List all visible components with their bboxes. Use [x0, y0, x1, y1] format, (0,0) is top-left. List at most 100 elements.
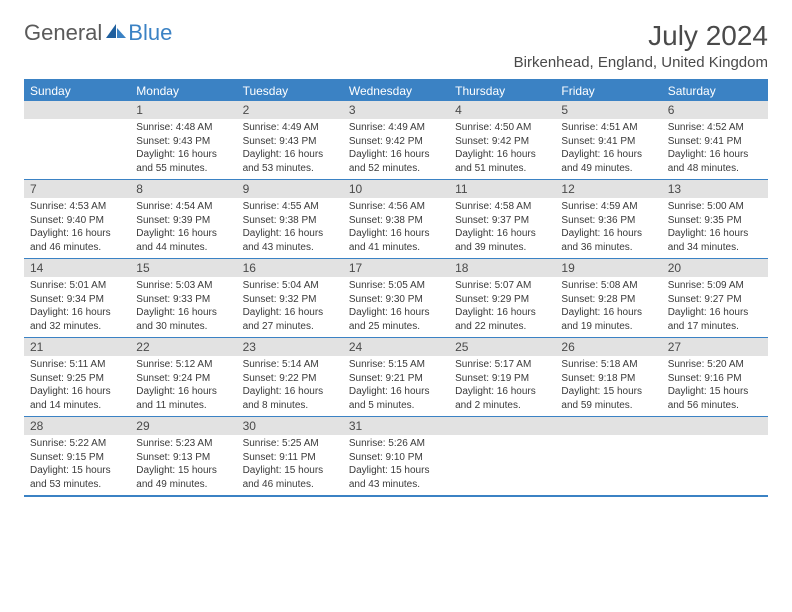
day-number: 13 — [662, 180, 768, 198]
sunset-text: Sunset: 9:42 PM — [349, 135, 443, 149]
sunset-text: Sunset: 9:43 PM — [243, 135, 337, 149]
day-body: Sunrise: 4:58 AMSunset: 9:37 PMDaylight:… — [449, 198, 555, 258]
sunrise-text: Sunrise: 5:17 AM — [455, 358, 549, 372]
daylight-line1: Daylight: 16 hours — [455, 306, 549, 320]
daylight-line2: and 2 minutes. — [455, 399, 549, 413]
daylight-line1: Daylight: 15 hours — [561, 385, 655, 399]
daylight-line1: Daylight: 15 hours — [349, 464, 443, 478]
calendar: Sunday Monday Tuesday Wednesday Thursday… — [24, 79, 768, 497]
day-number: 25 — [449, 338, 555, 356]
daylight-line1: Daylight: 15 hours — [668, 385, 762, 399]
day-number: 27 — [662, 338, 768, 356]
day-number: 20 — [662, 259, 768, 277]
weekday-header: Tuesday — [237, 81, 343, 101]
daylight-line2: and 46 minutes. — [30, 241, 124, 255]
sunrise-text: Sunrise: 5:18 AM — [561, 358, 655, 372]
sunset-text: Sunset: 9:39 PM — [136, 214, 230, 228]
daylight-line2: and 32 minutes. — [30, 320, 124, 334]
day-cell: 1Sunrise: 4:48 AMSunset: 9:43 PMDaylight… — [130, 101, 236, 179]
day-body: Sunrise: 5:12 AMSunset: 9:24 PMDaylight:… — [130, 356, 236, 416]
sunset-text: Sunset: 9:27 PM — [668, 293, 762, 307]
day-body: Sunrise: 5:04 AMSunset: 9:32 PMDaylight:… — [237, 277, 343, 337]
day-cell: 30Sunrise: 5:25 AMSunset: 9:11 PMDayligh… — [237, 417, 343, 495]
sunset-text: Sunset: 9:43 PM — [136, 135, 230, 149]
week-row: 14Sunrise: 5:01 AMSunset: 9:34 PMDayligh… — [24, 258, 768, 337]
day-number: 6 — [662, 101, 768, 119]
sunrise-text: Sunrise: 4:58 AM — [455, 200, 549, 214]
daylight-line2: and 49 minutes. — [136, 478, 230, 492]
daylight-line2: and 34 minutes. — [668, 241, 762, 255]
sunset-text: Sunset: 9:38 PM — [349, 214, 443, 228]
daylight-line2: and 25 minutes. — [349, 320, 443, 334]
daylight-line1: Daylight: 16 hours — [243, 306, 337, 320]
day-body: Sunrise: 4:52 AMSunset: 9:41 PMDaylight:… — [662, 119, 768, 179]
day-cell: 23Sunrise: 5:14 AMSunset: 9:22 PMDayligh… — [237, 338, 343, 416]
daylight-line2: and 30 minutes. — [136, 320, 230, 334]
daylight-line2: and 59 minutes. — [561, 399, 655, 413]
day-number: 24 — [343, 338, 449, 356]
sunset-text: Sunset: 9:22 PM — [243, 372, 337, 386]
day-number: 8 — [130, 180, 236, 198]
day-number-empty — [662, 417, 768, 435]
daylight-line2: and 56 minutes. — [668, 399, 762, 413]
daylight-line1: Daylight: 16 hours — [349, 227, 443, 241]
week-row: 1Sunrise: 4:48 AMSunset: 9:43 PMDaylight… — [24, 101, 768, 179]
sunrise-text: Sunrise: 5:08 AM — [561, 279, 655, 293]
day-cell: 24Sunrise: 5:15 AMSunset: 9:21 PMDayligh… — [343, 338, 449, 416]
day-number: 30 — [237, 417, 343, 435]
logo: General Blue — [24, 20, 172, 46]
sunrise-text: Sunrise: 4:59 AM — [561, 200, 655, 214]
day-cell: 3Sunrise: 4:49 AMSunset: 9:42 PMDaylight… — [343, 101, 449, 179]
day-number: 18 — [449, 259, 555, 277]
daylight-line2: and 14 minutes. — [30, 399, 124, 413]
sunrise-text: Sunrise: 4:49 AM — [243, 121, 337, 135]
day-body: Sunrise: 4:59 AMSunset: 9:36 PMDaylight:… — [555, 198, 661, 258]
day-number: 23 — [237, 338, 343, 356]
day-body: Sunrise: 4:51 AMSunset: 9:41 PMDaylight:… — [555, 119, 661, 179]
weekday-header: Friday — [555, 81, 661, 101]
day-cell — [555, 417, 661, 495]
daylight-line1: Daylight: 16 hours — [668, 148, 762, 162]
day-cell: 14Sunrise: 5:01 AMSunset: 9:34 PMDayligh… — [24, 259, 130, 337]
day-number: 5 — [555, 101, 661, 119]
day-body: Sunrise: 4:48 AMSunset: 9:43 PMDaylight:… — [130, 119, 236, 179]
weekday-header: Wednesday — [343, 81, 449, 101]
day-number: 17 — [343, 259, 449, 277]
day-cell: 19Sunrise: 5:08 AMSunset: 9:28 PMDayligh… — [555, 259, 661, 337]
day-cell: 27Sunrise: 5:20 AMSunset: 9:16 PMDayligh… — [662, 338, 768, 416]
daylight-line1: Daylight: 15 hours — [243, 464, 337, 478]
sunrise-text: Sunrise: 5:25 AM — [243, 437, 337, 451]
sunset-text: Sunset: 9:16 PM — [668, 372, 762, 386]
day-body: Sunrise: 4:49 AMSunset: 9:43 PMDaylight:… — [237, 119, 343, 179]
sunrise-text: Sunrise: 5:00 AM — [668, 200, 762, 214]
sunset-text: Sunset: 9:37 PM — [455, 214, 549, 228]
day-cell: 22Sunrise: 5:12 AMSunset: 9:24 PMDayligh… — [130, 338, 236, 416]
sunrise-text: Sunrise: 5:14 AM — [243, 358, 337, 372]
day-cell: 10Sunrise: 4:56 AMSunset: 9:38 PMDayligh… — [343, 180, 449, 258]
daylight-line1: Daylight: 16 hours — [30, 227, 124, 241]
day-body: Sunrise: 5:23 AMSunset: 9:13 PMDaylight:… — [130, 435, 236, 495]
day-number: 3 — [343, 101, 449, 119]
day-cell: 4Sunrise: 4:50 AMSunset: 9:42 PMDaylight… — [449, 101, 555, 179]
day-body: Sunrise: 5:03 AMSunset: 9:33 PMDaylight:… — [130, 277, 236, 337]
daylight-line2: and 53 minutes. — [243, 162, 337, 176]
day-body: Sunrise: 4:55 AMSunset: 9:38 PMDaylight:… — [237, 198, 343, 258]
daylight-line2: and 48 minutes. — [668, 162, 762, 176]
sunrise-text: Sunrise: 4:55 AM — [243, 200, 337, 214]
day-number: 28 — [24, 417, 130, 435]
daylight-line2: and 53 minutes. — [30, 478, 124, 492]
sunrise-text: Sunrise: 5:12 AM — [136, 358, 230, 372]
day-number: 15 — [130, 259, 236, 277]
sunrise-text: Sunrise: 4:56 AM — [349, 200, 443, 214]
day-cell — [662, 417, 768, 495]
day-cell: 26Sunrise: 5:18 AMSunset: 9:18 PMDayligh… — [555, 338, 661, 416]
sunrise-text: Sunrise: 5:22 AM — [30, 437, 124, 451]
sunrise-text: Sunrise: 5:03 AM — [136, 279, 230, 293]
day-number: 1 — [130, 101, 236, 119]
sunset-text: Sunset: 9:24 PM — [136, 372, 230, 386]
day-body: Sunrise: 5:25 AMSunset: 9:11 PMDaylight:… — [237, 435, 343, 495]
sunset-text: Sunset: 9:13 PM — [136, 451, 230, 465]
daylight-line2: and 49 minutes. — [561, 162, 655, 176]
day-cell — [24, 101, 130, 179]
month-title: July 2024 — [514, 20, 768, 52]
